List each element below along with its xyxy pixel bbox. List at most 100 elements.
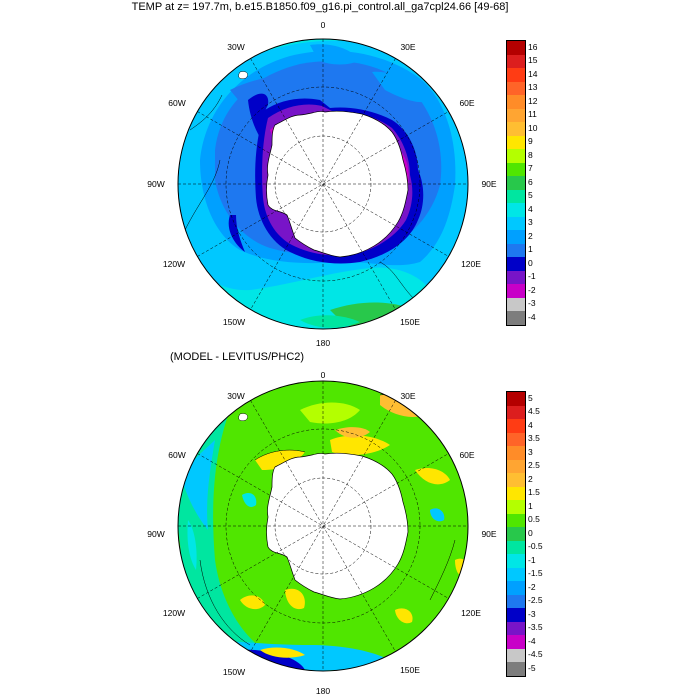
bottom-colorbar-cell bbox=[507, 432, 525, 446]
bottom-colorbar-cell bbox=[507, 500, 525, 514]
top-colorbar-cell bbox=[507, 54, 525, 68]
bottom-colorbar-cell bbox=[507, 594, 525, 608]
bottom-colorbar-cell bbox=[507, 621, 525, 635]
bottom-lon-label-90e: 90E bbox=[481, 529, 497, 539]
bottom-colorbar-tick-label: -0.5 bbox=[528, 541, 543, 552]
top-lon-label-120w: 120W bbox=[162, 259, 186, 269]
top-colorbar-cell bbox=[507, 162, 525, 176]
top-colorbar-tick-label: -2 bbox=[528, 284, 536, 295]
top-colorbar-tick-label: 16 bbox=[528, 41, 538, 52]
bottom-colorbar-cell bbox=[507, 419, 525, 433]
top-lon-label-60w: 60W bbox=[168, 98, 186, 108]
top-colorbar-cell bbox=[507, 68, 525, 82]
bottom-colorbar-tick-label: -3 bbox=[528, 608, 536, 619]
top-lon-label-180: 180 bbox=[315, 338, 331, 348]
bottom-colorbar-tick-label: 0.5 bbox=[528, 514, 540, 525]
top-colorbar-tick-label: 14 bbox=[528, 68, 538, 79]
top-lon-label-150w: 150W bbox=[222, 317, 246, 327]
bottom-colorbar-tick-label: -4 bbox=[528, 635, 536, 646]
bottom-colorbar-tick-label: 2.5 bbox=[528, 460, 540, 471]
bottom-lon-label-120e: 120E bbox=[461, 608, 481, 618]
top-lon-label-30e: 30E bbox=[400, 42, 416, 52]
bottom-colorbar-tick-label: -2 bbox=[528, 581, 536, 592]
bottom-colorbar-cell bbox=[507, 405, 525, 419]
top-colorbar-tick-label: 6 bbox=[528, 176, 533, 187]
bottom-lon-label-30e: 30E bbox=[400, 391, 416, 401]
top-colorbar-tick-label: 13 bbox=[528, 82, 538, 93]
top-colorbar-tick-label: 5 bbox=[528, 190, 533, 201]
top-colorbar-tick-label: 1 bbox=[528, 244, 533, 255]
top-colorbar-tick-label: 7 bbox=[528, 163, 533, 174]
bottom-colorbar-cell bbox=[507, 581, 525, 595]
top-colorbar-tick-label: -1 bbox=[528, 271, 536, 282]
bottom-colorbar-cell bbox=[507, 459, 525, 473]
bottom-colorbar-tick-label: 4 bbox=[528, 419, 533, 430]
top-colorbar-tick-label: 2 bbox=[528, 230, 533, 241]
bottom-colorbar-cell bbox=[507, 662, 525, 676]
top-lon-label-150e: 150E bbox=[400, 317, 420, 327]
top-colorbar-cell bbox=[507, 41, 525, 55]
top-colorbar-tick-label: 0 bbox=[528, 257, 533, 268]
bottom-colorbar-tick-label: -1.5 bbox=[528, 568, 543, 579]
bottom-colorbar-cell bbox=[507, 648, 525, 662]
bottom-lon-label-180: 180 bbox=[315, 686, 331, 696]
top-colorbar-cell bbox=[507, 230, 525, 244]
bottom-lon-label-30w: 30W bbox=[227, 391, 245, 401]
top-colorbar-tick-label: 10 bbox=[528, 122, 538, 133]
top-colorbar-cell bbox=[507, 284, 525, 298]
bottom-colorbar-tick-label: 0 bbox=[528, 527, 533, 538]
bottom-colorbar-cell bbox=[507, 635, 525, 649]
bottom-colorbar-tick-label: -2.5 bbox=[528, 595, 543, 606]
top-colorbar-cell bbox=[507, 81, 525, 95]
bottom-colorbar-tick-label: 1 bbox=[528, 500, 533, 511]
bottom-colorbar-cell bbox=[507, 446, 525, 460]
bottom-colorbar-tick-label: 1.5 bbox=[528, 487, 540, 498]
bottom-colorbar-cell bbox=[507, 608, 525, 622]
bottom-colorbar-cell bbox=[507, 392, 525, 406]
bottom-colorbar-cell bbox=[507, 486, 525, 500]
bottom-colorbar-tick-label: 3.5 bbox=[528, 433, 540, 444]
top-colorbar-tick-label: 12 bbox=[528, 95, 538, 106]
top-colorbar-cell bbox=[507, 243, 525, 257]
top-lon-label-60e: 60E bbox=[459, 98, 475, 108]
bottom-lon-label-60w: 60W bbox=[168, 450, 186, 460]
bottom-anomaly-field bbox=[178, 381, 468, 671]
top-colorbar-cell bbox=[507, 189, 525, 203]
bottom-colorbar-tick-label: 3 bbox=[528, 446, 533, 457]
bottom-colorbar-tick-label: 4.5 bbox=[528, 406, 540, 417]
bottom-lon-label-120w: 120W bbox=[162, 608, 186, 618]
bottom-panel-title: (MODEL - LEVITUS/PHC2) bbox=[170, 351, 305, 363]
top-panel-title: TEMP at z= 197.7m, b.e15.B1850.f09_g16.p… bbox=[131, 1, 509, 13]
top-colorbar-tick-label: 15 bbox=[528, 55, 538, 66]
bottom-lon-label-0: 0 bbox=[320, 370, 326, 380]
top-colorbar-tick-label: 9 bbox=[528, 136, 533, 147]
bottom-lon-label-150w: 150W bbox=[222, 667, 246, 677]
top-colorbar-tick-label: -4 bbox=[528, 311, 536, 322]
top-colorbar-tick-label: 4 bbox=[528, 203, 533, 214]
top-colorbar-cell bbox=[507, 270, 525, 284]
top-colorbar-cell bbox=[507, 149, 525, 163]
bottom-lon-label-150e: 150E bbox=[400, 665, 420, 675]
top-colorbar-tick-label: 11 bbox=[528, 109, 537, 120]
bottom-lon-label-90w: 90W bbox=[147, 529, 165, 539]
bottom-colorbar-cell bbox=[507, 540, 525, 554]
top-colorbar-cell bbox=[507, 122, 525, 136]
top-lon-label-90w: 90W bbox=[147, 179, 165, 189]
bottom-colorbar-tick-label: -3.5 bbox=[528, 622, 543, 633]
top-colorbar-tick-label: -3 bbox=[528, 298, 536, 309]
top-colorbar-cell bbox=[507, 297, 525, 311]
top-colorbar-tick-label: 8 bbox=[528, 149, 533, 160]
bottom-colorbar-cell bbox=[507, 527, 525, 541]
bottom-colorbar bbox=[506, 391, 526, 677]
top-colorbar-cell bbox=[507, 108, 525, 122]
top-colorbar-cell bbox=[507, 135, 525, 149]
bottom-colorbar-tick-label: -4.5 bbox=[528, 649, 543, 660]
top-colorbar-cell bbox=[507, 257, 525, 271]
bottom-colorbar-tick-label: -1 bbox=[528, 554, 536, 565]
bottom-colorbar-cell bbox=[507, 554, 525, 568]
bottom-colorbar-cell bbox=[507, 473, 525, 487]
top-colorbar-cell bbox=[507, 311, 525, 325]
top-colorbar-cell bbox=[507, 216, 525, 230]
bottom-colorbar-tick-label: 2 bbox=[528, 473, 533, 484]
